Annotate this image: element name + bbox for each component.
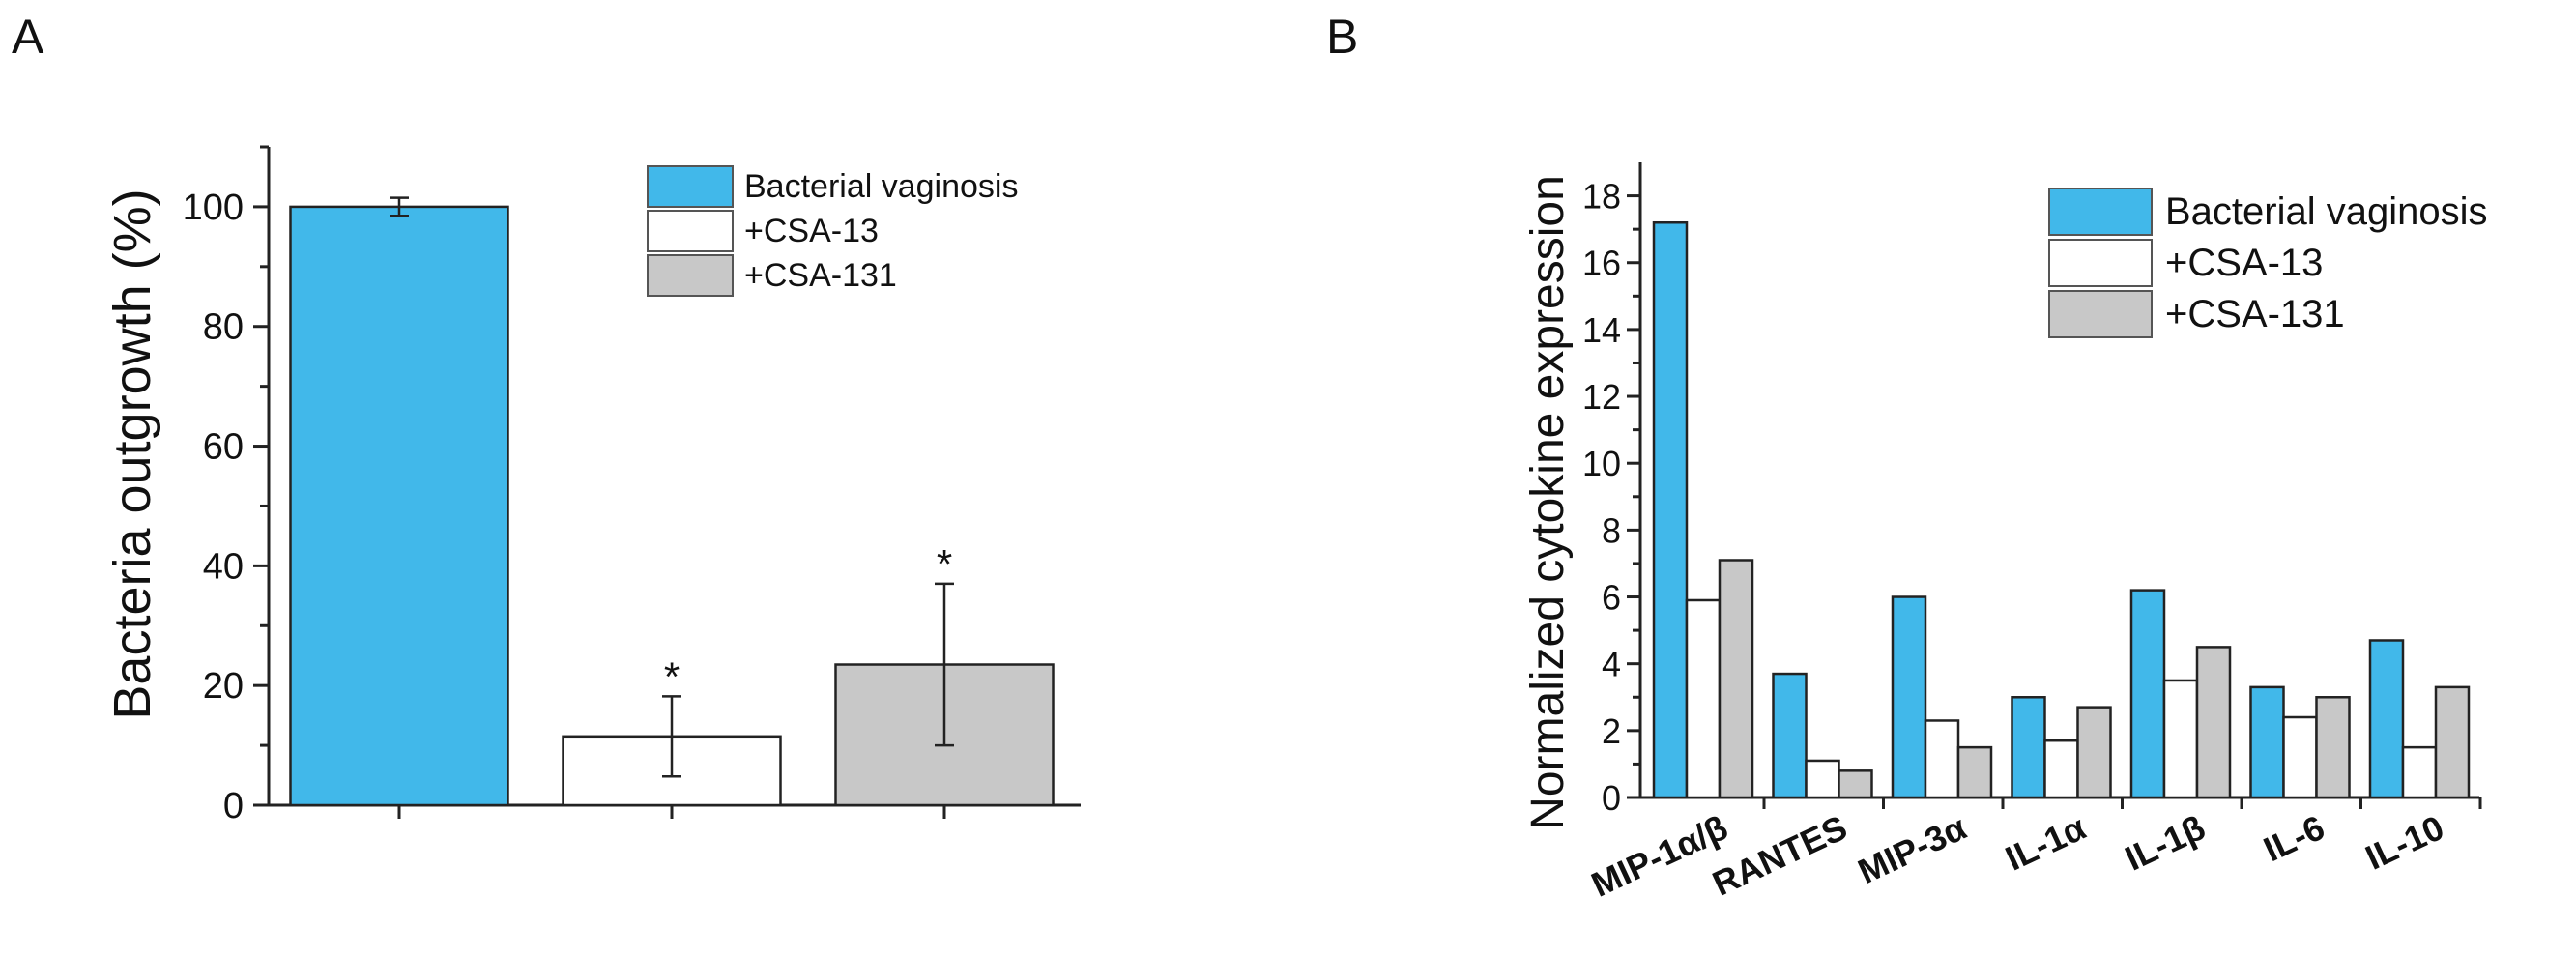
panel-b-y-tick-label: 14 — [1582, 310, 1621, 350]
panel-b-y-tick-label: 2 — [1602, 711, 1621, 751]
panel-b-bar-MIP-3α-2 — [1924, 719, 1960, 799]
panel-b-legend: Bacterial vaginosis +CSA-13 +CSA-131 — [2048, 188, 2488, 338]
panel-b-y-tick-label: 16 — [1582, 244, 1621, 283]
panel-a-bar-1 — [289, 205, 509, 807]
panel-b-bar-IL-6-2 — [2282, 715, 2318, 799]
panel-a-significance-mark: * — [664, 653, 680, 699]
panel-b-legend-swatch-3 — [2048, 290, 2153, 338]
panel-b-y-tick-label: 0 — [1602, 778, 1621, 818]
panel-b-bar-RANTES-1 — [1772, 672, 1808, 799]
panel-b-bar-IL-1α-3 — [2076, 706, 2112, 799]
panel-b-legend-label: +CSA-13 — [2165, 242, 2323, 284]
panel-b-legend-label: +CSA-131 — [2165, 293, 2345, 335]
panel-b-legend-swatch-2 — [2048, 239, 2153, 287]
panel-b-bar-IL-1β-3 — [2195, 646, 2232, 799]
panel-b-x-tick-label: IL-1β — [2119, 807, 2211, 878]
panel-b-bar-IL-10-3 — [2434, 685, 2471, 799]
panel-b-legend-label: Bacterial vaginosis — [2165, 190, 2488, 233]
panel-b-bar-IL-1α-2 — [2043, 739, 2079, 799]
panel-a-y-axis-label: Bacteria outgrowth (%) — [103, 188, 161, 719]
panel-a-legend-label: +CSA-131 — [744, 257, 897, 294]
panel-b-bar-MIP-1α/β-3 — [1718, 559, 1754, 799]
panel-b-y-tick-label: 12 — [1582, 377, 1621, 417]
panel-b-bar-IL-1α-1 — [2011, 696, 2046, 799]
panel-b-bar-RANTES-3 — [1838, 769, 1873, 799]
panel-b-x-tick-label: RANTES — [1706, 807, 1852, 904]
panel-b-bar-MIP-3α-1 — [1891, 595, 1927, 799]
panel-b-legend-swatch-1 — [2048, 188, 2153, 236]
panel-b-y-tick-label: 18 — [1582, 177, 1621, 217]
panel-a-y-tick-label: 20 — [203, 666, 244, 707]
panel-b-x-tick-label: IL-6 — [2258, 807, 2330, 869]
panel-a-y-tick-label: 0 — [223, 786, 244, 826]
panel-b-x-tick-label: IL-10 — [2359, 807, 2449, 878]
panel-b-bar-IL-6-3 — [2315, 696, 2351, 799]
panel-b-bar-IL-1β-1 — [2129, 589, 2166, 799]
panel-b-y-tick-label: 10 — [1582, 444, 1621, 483]
panel-b-y-tick-label: 4 — [1602, 645, 1621, 684]
panel-a-bars: ** — [289, 196, 1055, 807]
panel-a-y-tick-label: 100 — [183, 188, 244, 228]
panel-b-x-tick-label: MIP-1α/β — [1585, 807, 1733, 905]
panel-b-bar-MIP-1α/β-1 — [1652, 220, 1689, 799]
panel-a-legend-label: Bacterial vaginosis — [744, 168, 1018, 205]
panel-b-bar-IL-10-1 — [2368, 639, 2405, 799]
panel-b-y-tick-label: 8 — [1602, 510, 1621, 550]
panel-a-legend-swatch-3 — [647, 254, 734, 297]
panel-b-bar-RANTES-2 — [1805, 759, 1840, 799]
panel-a-y-tick-label: 40 — [203, 546, 244, 587]
panel-b-x-tick-label: IL-1α — [1999, 807, 2091, 879]
panel-a-y-tick-label: 80 — [203, 307, 244, 348]
panel-a-significance-mark: * — [937, 541, 952, 587]
panel-b-bar-IL-6-1 — [2249, 685, 2285, 799]
panel-b-bar-MIP-3α-3 — [1956, 745, 1993, 799]
panel-a-legend-swatch-2 — [647, 210, 734, 252]
panel-b-label: B — [1326, 10, 1358, 64]
panel-b-x-tick-label: MIP-3α — [1852, 807, 1972, 891]
panel-b-bar-IL-1β-2 — [2162, 679, 2199, 799]
panel-a-legend-label: +CSA-13 — [744, 213, 879, 249]
panel-b-bars — [1652, 220, 2471, 799]
panel-a-label: A — [12, 10, 44, 64]
panel-b-bar-IL-10-2 — [2401, 745, 2438, 799]
panel-b: B Normalized cytokine expression 0 2 4 6 8 10… — [1326, 10, 2488, 905]
panel-a-legend-swatch-1 — [647, 165, 734, 208]
panel-a-legend: Bacterial vaginosis +CSA-13 +CSA-131 — [647, 165, 1018, 297]
panel-b-y-tick-label: 6 — [1602, 578, 1621, 618]
panel-a-y-tick-label: 60 — [203, 427, 244, 468]
panel-b-y-axis-label: Normalized cytokine expression — [1522, 175, 1574, 830]
panel-b-bar-MIP-1α/β-2 — [1685, 598, 1722, 799]
